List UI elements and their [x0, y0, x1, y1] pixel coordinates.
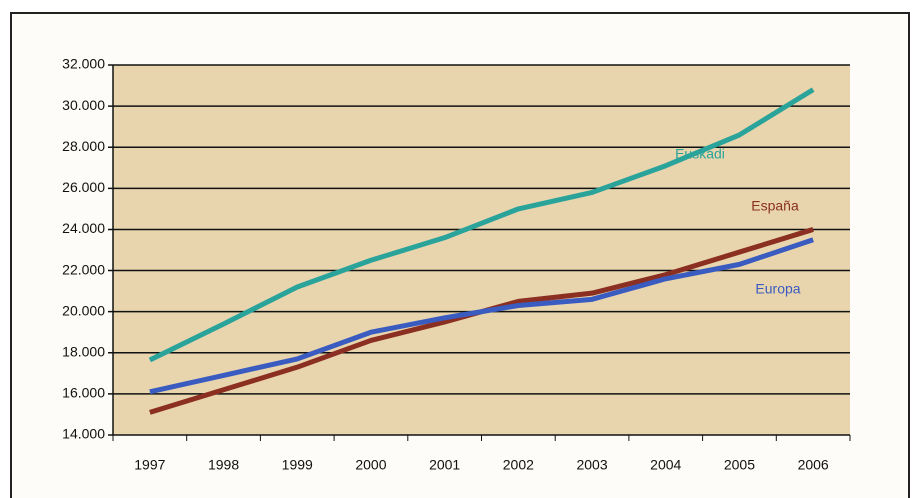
x-tick-label: 2000 — [355, 457, 386, 473]
series-line — [148, 87, 815, 363]
y-tick-label: 30.000 — [62, 97, 105, 113]
series-label: Euskadi — [675, 146, 725, 162]
series-line — [149, 237, 814, 395]
y-tick-label: 14.000 — [62, 426, 105, 442]
y-tick-label: 26.000 — [62, 179, 105, 195]
x-tick-label: 2005 — [724, 457, 755, 473]
series-label: Europa — [755, 281, 800, 297]
x-tick-label: 1999 — [282, 457, 313, 473]
x-tick-label: 2001 — [429, 457, 460, 473]
y-tick-label: 28.000 — [62, 138, 105, 154]
x-tick-label: 1997 — [134, 457, 165, 473]
y-tick-label: 22.000 — [62, 261, 105, 277]
x-tick-label: 2002 — [503, 457, 534, 473]
y-tick-label: 32.000 — [62, 56, 105, 72]
x-tick-label: 1998 — [208, 457, 239, 473]
y-tick-label: 16.000 — [62, 385, 105, 401]
y-tick-label: 20.000 — [62, 302, 105, 318]
x-tick-label: 2006 — [798, 457, 829, 473]
x-tick-label: 2003 — [576, 457, 607, 473]
y-tick-label: 24.000 — [62, 220, 105, 236]
x-tick-label: 2004 — [650, 457, 681, 473]
series-label: España — [751, 198, 799, 214]
y-tick-label: 18.000 — [62, 343, 105, 359]
